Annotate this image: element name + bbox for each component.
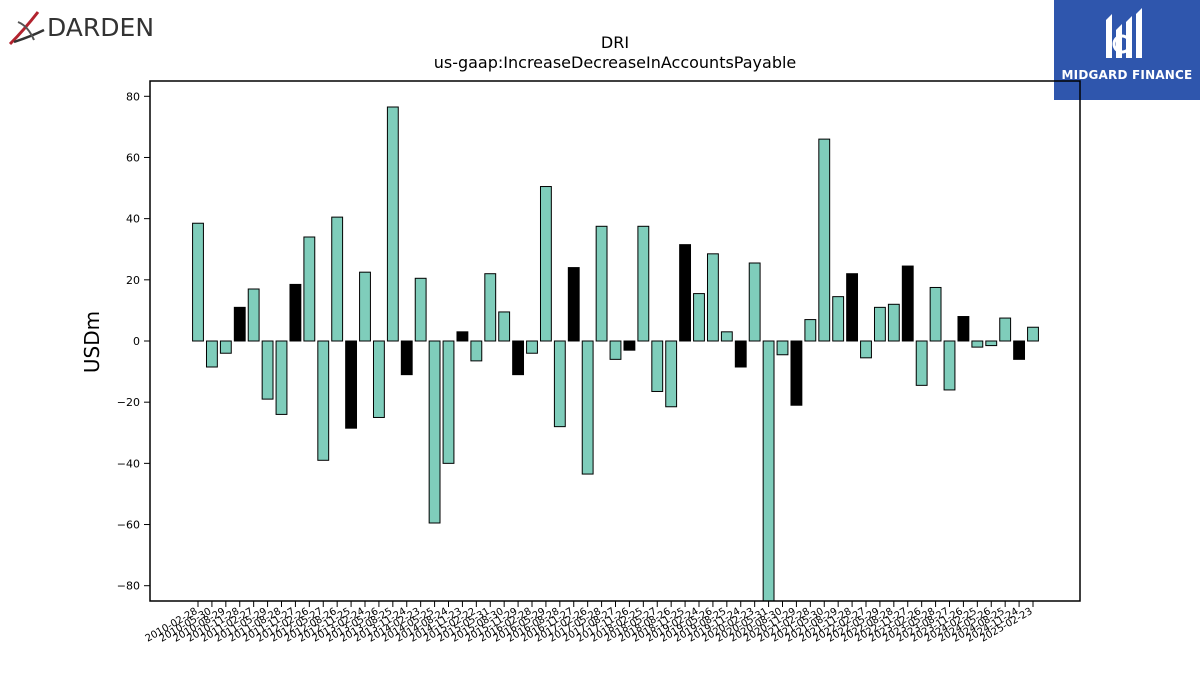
bar (637, 225, 650, 342)
bar (762, 340, 775, 602)
bar (1013, 340, 1026, 360)
y-axis: −80 −60 −40 −20 0 20 40 60 80 (117, 90, 150, 593)
bar (985, 340, 998, 347)
midgard-wordmark: MIDGARD FINANCE (1061, 68, 1193, 82)
bar (233, 306, 246, 342)
bar (651, 340, 664, 392)
y-tick-label: −20 (117, 396, 140, 409)
bar (790, 340, 803, 406)
bar (553, 340, 566, 428)
bar (623, 340, 636, 351)
bar (957, 316, 970, 342)
plot-frame (149, 80, 1081, 602)
bar (887, 303, 900, 342)
chart-subtitle: us-gaap:IncreaseDecreaseInAccountsPayabl… (434, 53, 797, 72)
x-axis: 2010-02-282010-05-302010-08-292010-11-28… (144, 601, 1035, 645)
bar (720, 331, 733, 342)
bar (999, 317, 1012, 342)
bar (776, 340, 789, 356)
y-tick-label: −40 (117, 457, 140, 470)
bar (567, 267, 580, 342)
bar-series (192, 106, 1039, 602)
bar (275, 340, 288, 415)
bar (442, 340, 455, 464)
bar (665, 340, 678, 408)
darden-wordmark: DARDEN (47, 13, 154, 42)
bar (609, 340, 622, 360)
bar (693, 293, 705, 342)
bar (748, 262, 761, 342)
bar (400, 340, 413, 376)
y-tick-label: 80 (126, 90, 140, 103)
bar (929, 286, 942, 342)
bar (359, 271, 371, 342)
bar (345, 340, 358, 429)
bar (470, 340, 483, 362)
bar (414, 277, 427, 342)
bar (1027, 326, 1039, 342)
bar (971, 340, 984, 348)
y-tick-label: 0 (133, 335, 140, 348)
bar (205, 340, 218, 368)
bar (219, 340, 232, 354)
bar (804, 319, 817, 342)
bar (428, 340, 441, 524)
bar (860, 340, 872, 359)
midgard-logo-mark (1106, 8, 1142, 58)
bar (706, 253, 719, 342)
bar (873, 306, 886, 342)
bar (289, 283, 302, 342)
bar (331, 216, 344, 342)
bar (484, 273, 497, 342)
bar (526, 340, 538, 354)
bar (498, 311, 511, 342)
bar (303, 236, 316, 342)
bar (192, 222, 204, 342)
bar (915, 340, 928, 386)
y-tick-label: −80 (117, 580, 140, 593)
darden-logo-mark: DARDEN (8, 11, 154, 46)
bar (734, 340, 747, 368)
bar (818, 138, 831, 342)
bar (679, 244, 692, 342)
bar (386, 106, 399, 342)
bar (846, 273, 859, 342)
y-tick-label: −60 (117, 519, 140, 532)
bar (456, 331, 469, 342)
bar (261, 340, 274, 400)
bar (943, 340, 956, 391)
y-axis-label: USDm (80, 311, 104, 373)
y-tick-label: 60 (126, 151, 140, 164)
chart-title: DRI (601, 33, 629, 52)
bar (539, 186, 552, 342)
bar (247, 288, 260, 342)
midgard-finance-logo: MIDGARD FINANCE (1054, 0, 1200, 100)
bar (595, 225, 608, 342)
y-tick-label: 20 (126, 274, 140, 287)
bar (832, 296, 845, 342)
y-tick-label: 40 (126, 213, 140, 226)
bar (901, 265, 914, 342)
bar (372, 340, 385, 418)
bar (512, 340, 525, 376)
bar (581, 340, 594, 475)
bar (317, 340, 330, 461)
darden-logo: DARDEN (4, 6, 174, 48)
